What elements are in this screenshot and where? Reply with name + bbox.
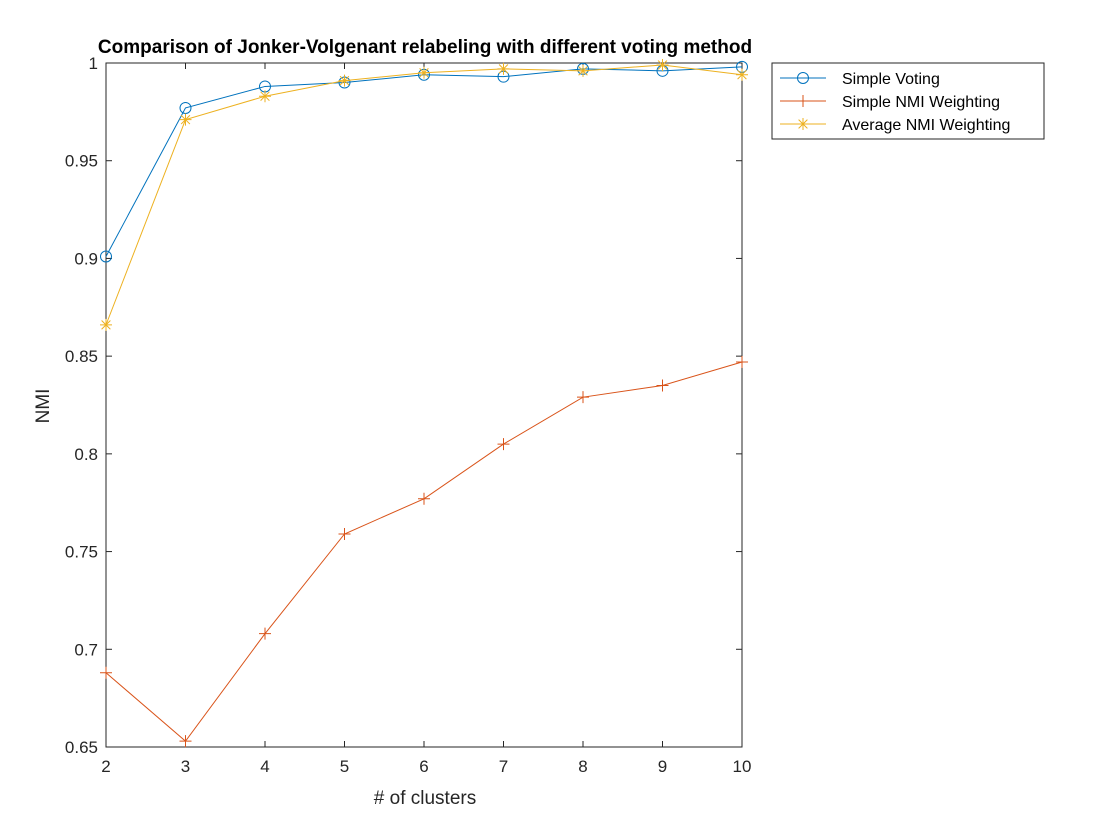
series-average-nmi-weighting bbox=[100, 58, 748, 331]
data-point bbox=[656, 379, 669, 392]
legend-marker bbox=[797, 72, 809, 84]
data-point bbox=[736, 356, 748, 369]
x-tick-label: 4 bbox=[260, 757, 269, 776]
data-point bbox=[577, 64, 589, 77]
data-point bbox=[259, 627, 271, 640]
data-point bbox=[736, 68, 748, 81]
legend-marker bbox=[797, 118, 809, 130]
x-tick-label: 7 bbox=[499, 757, 508, 776]
data-point bbox=[179, 735, 192, 748]
series-simple-nmi-weighting bbox=[100, 356, 748, 748]
x-tick-label: 6 bbox=[419, 757, 428, 776]
y-tick-label: 0.75 bbox=[65, 543, 98, 562]
data-point bbox=[100, 666, 112, 679]
data-point bbox=[338, 527, 351, 540]
data-point bbox=[577, 391, 589, 404]
legend-entry-label: Average NMI Weighting bbox=[842, 117, 1010, 134]
x-tick-label: 2 bbox=[101, 757, 110, 776]
legend-entry-label: Simple Voting bbox=[842, 71, 940, 88]
x-tick-label: 9 bbox=[658, 757, 667, 776]
data-point bbox=[418, 66, 430, 79]
axes-box bbox=[105, 62, 743, 748]
legend: Simple Voting Simple NMI Weighting Average… bbox=[771, 62, 1045, 140]
x-tick-label: 3 bbox=[181, 757, 190, 776]
data-point bbox=[497, 438, 510, 451]
y-tick-label: 0.7 bbox=[74, 640, 98, 659]
data-point bbox=[497, 62, 510, 75]
y-tick-label: 0.85 bbox=[65, 347, 98, 366]
x-tick-label: 8 bbox=[578, 757, 587, 776]
legend-marker bbox=[797, 95, 809, 107]
y-tick-label: 0.65 bbox=[65, 738, 98, 757]
data-point bbox=[338, 74, 351, 87]
data-point bbox=[259, 90, 271, 103]
data-point bbox=[179, 101, 192, 114]
y-tick-label: 0.9 bbox=[74, 249, 98, 268]
x-tick-label: 5 bbox=[340, 757, 349, 776]
data-point bbox=[100, 318, 112, 331]
y-tick-label: 0.8 bbox=[74, 445, 98, 464]
x-tick-label: 10 bbox=[733, 757, 752, 776]
data-point bbox=[656, 58, 669, 71]
legend-entry-label: Simple NMI Weighting bbox=[842, 94, 1000, 111]
x-axis-label: # of clusters bbox=[374, 788, 476, 809]
data-point bbox=[100, 250, 112, 263]
y-axis-label: NMI bbox=[33, 389, 54, 424]
data-point bbox=[418, 492, 430, 505]
data-point bbox=[179, 113, 192, 126]
plot-area: 2 3 4 5 6 7 8 9 10 0.65 0.7 0.75 0.8 0.85 0.9 0.95 1 bbox=[65, 54, 752, 776]
y-tick-label: 0.95 bbox=[65, 152, 98, 171]
y-tick-label: 1 bbox=[89, 54, 98, 73]
chart-title: Comparison of Jonker-Volgenant relabelin… bbox=[98, 37, 752, 58]
series-layer bbox=[100, 58, 748, 748]
